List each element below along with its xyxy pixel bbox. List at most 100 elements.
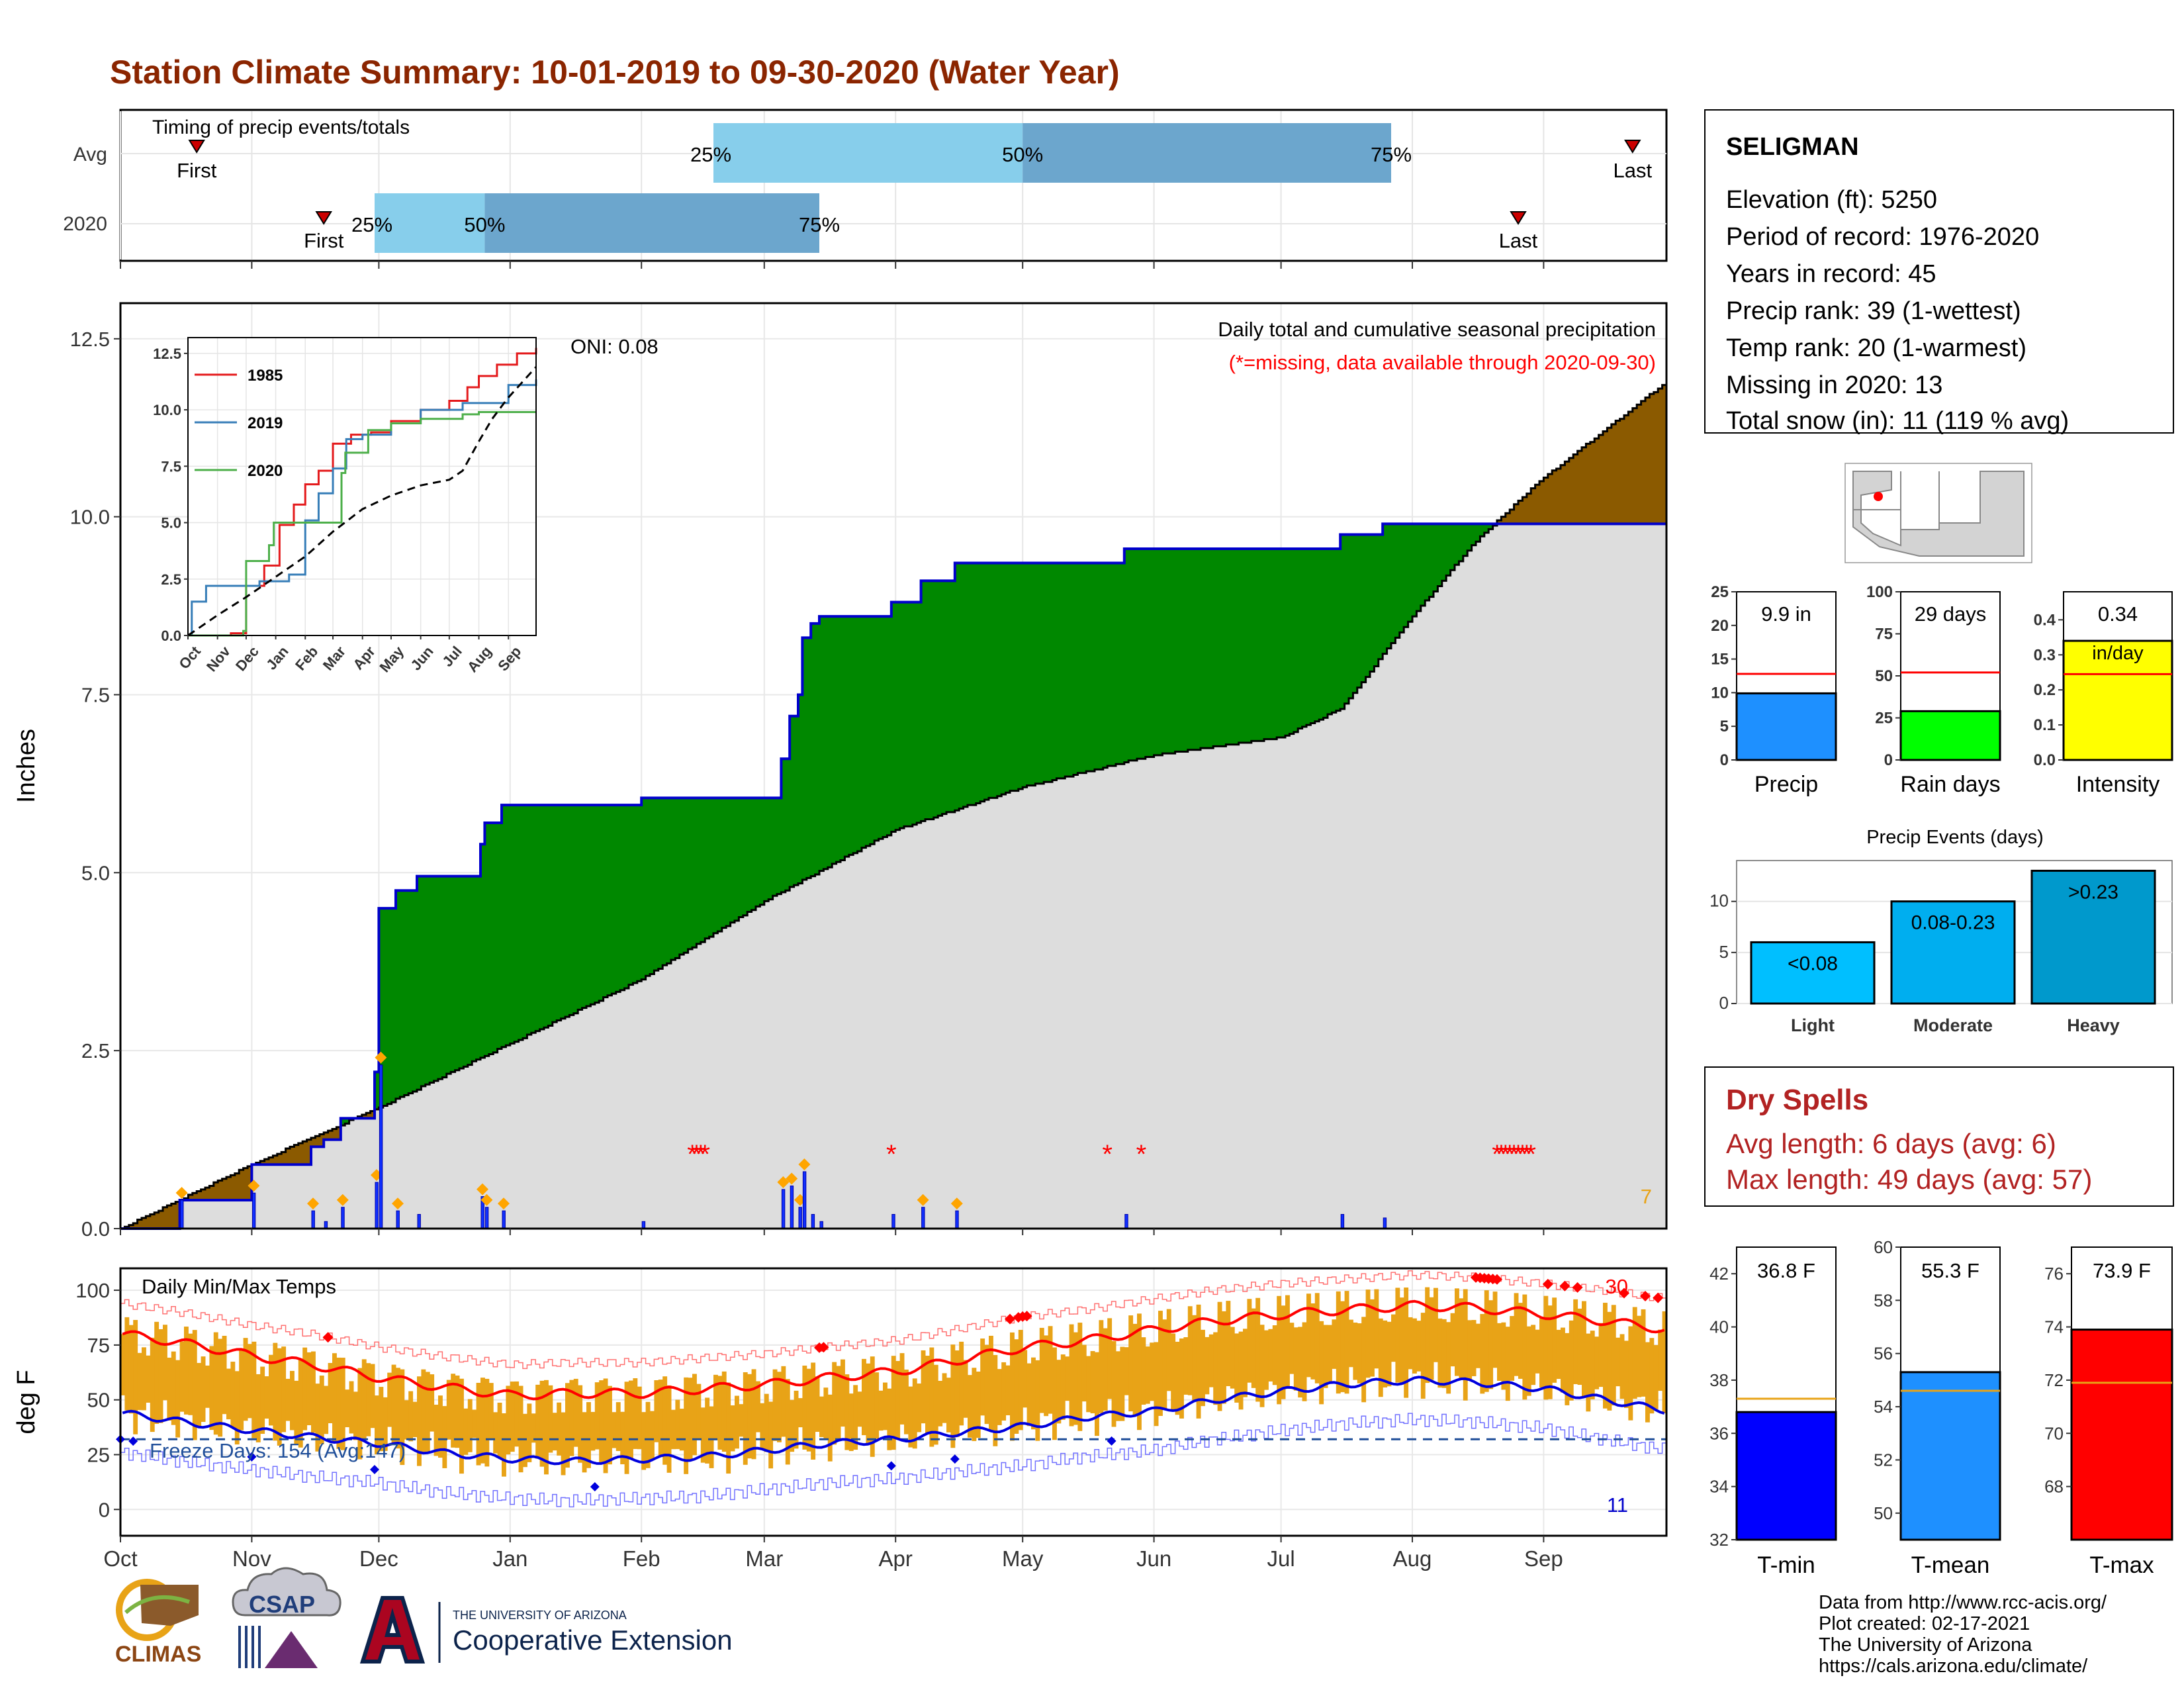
csap-logo: CSAP: [232, 1567, 341, 1668]
daily-temp-bar: [848, 1393, 854, 1452]
daily-temp-bar: [255, 1374, 261, 1442]
daily-temp-bar: [340, 1358, 345, 1450]
daily-temp-bar: [472, 1409, 477, 1438]
daily-temp-bar: [815, 1376, 820, 1432]
daily-temp-bar: [561, 1412, 566, 1476]
csap-logo-text: CSAP: [249, 1591, 315, 1618]
summary-ytick-label: 0.4: [2034, 611, 2056, 629]
summary-bar-label: Precip: [1754, 772, 1818, 797]
temp-summary-ytick-label: 38: [1709, 1370, 1729, 1390]
inset-series-1985: [188, 348, 537, 637]
timing-first-label: First: [304, 229, 344, 252]
record-high-marker: [818, 1342, 829, 1353]
temp-series: [116, 1270, 1667, 1508]
oni-label: ONI: 0.08: [570, 335, 659, 358]
daily-temp-bar: [933, 1364, 938, 1445]
precip-chart: **** * * * ********* 0.0 2.5 5.0 7.5 10.0 12.5 Da…: [13, 302, 1668, 1241]
daily-temp-bar: [226, 1368, 231, 1420]
record-low-marker: [950, 1454, 960, 1464]
timing-row-avg-label: Avg: [73, 144, 107, 165]
daily-temp-bar: [1471, 1320, 1477, 1376]
daily-temp-bar: [912, 1378, 917, 1449]
average-cumulative-line: [120, 384, 1666, 1230]
summary-ytick-label: 100: [1866, 583, 1893, 601]
daily-temp-bar: [1086, 1356, 1091, 1413]
dry-spells-avg: Avg length: 6 days (avg: 6): [1726, 1128, 2056, 1159]
daily-temp-bar: [1340, 1301, 1345, 1393]
temp-xtick-label: Jun: [1136, 1546, 1171, 1571]
daily-temp-bar: [1107, 1318, 1113, 1399]
temp-xtick-label: Dec: [359, 1546, 398, 1571]
daily-temp-bar: [942, 1373, 947, 1423]
daily-temp-bar: [662, 1376, 668, 1465]
daily-temp-bar: [1607, 1311, 1612, 1411]
record-high-marker: [1021, 1311, 1032, 1322]
daily-temp-bar: [895, 1360, 901, 1439]
summary-ytick-label: 20: [1711, 617, 1729, 635]
temp-chart-frame: [119, 1267, 1668, 1537]
summary-bar-label: Intensity: [2076, 772, 2160, 797]
daily-temp-bar: [197, 1362, 202, 1428]
heavy-event-marker: [307, 1197, 319, 1210]
daily-temp-bar: [696, 1383, 702, 1439]
daily-temp-bar: [1590, 1331, 1595, 1399]
daily-temp-bar: [726, 1382, 731, 1474]
daily-temp-bar: [251, 1341, 257, 1438]
ua-logo: THE UNIVERSITY OF ARIZONA Cooperative Ex…: [359, 1596, 733, 1664]
daily-temp-bar: [425, 1372, 430, 1453]
temp-summary-ytick-label: 70: [2044, 1423, 2064, 1443]
daily-temp-bar: [1154, 1342, 1159, 1427]
daily-precip-bar: [955, 1210, 959, 1229]
summary-ytick-label: 0.0: [2034, 751, 2056, 769]
summary-value-label: 9.9 in: [1761, 602, 1811, 626]
daily-temp-bar: [857, 1391, 862, 1427]
record-low-marker: [1107, 1436, 1116, 1446]
daily-temp-bar: [1611, 1305, 1616, 1406]
daily-temp-bar: [1446, 1322, 1451, 1394]
daily-temp-bar: [1370, 1299, 1375, 1377]
daily-temp-bar: [768, 1401, 774, 1469]
daily-temp-bar: [811, 1362, 816, 1460]
daily-temp-bar: [823, 1387, 829, 1439]
daily-temp-bar: [1044, 1335, 1049, 1417]
daily-temp-bar: [535, 1384, 541, 1459]
daily-temp-bar: [1069, 1324, 1074, 1427]
daily-temp-bar: [1624, 1340, 1629, 1408]
summary-ytick-label: 0: [1884, 751, 1893, 769]
daily-temp-bar: [1565, 1333, 1570, 1405]
station-name: SELIGMAN: [1726, 133, 1859, 161]
daily-temp-bar: [400, 1369, 405, 1466]
daily-temp-bar: [1425, 1287, 1430, 1383]
daily-temp-bar: [366, 1363, 371, 1436]
daily-temp-bar: [739, 1404, 744, 1437]
temp-summary-ytick-label: 60: [1874, 1237, 1893, 1257]
precip-ylabel: Inches: [13, 729, 40, 803]
daily-temp-bar: [692, 1374, 697, 1456]
heavy-event-marker: [950, 1197, 963, 1210]
precip-ytick-label: 10.0: [70, 506, 110, 529]
daily-precip-bar: [417, 1213, 421, 1229]
daily-temp-bar: [633, 1378, 638, 1449]
climas-logo-mark: [140, 1585, 199, 1626]
daily-temp-bar: [1319, 1321, 1324, 1405]
missing-marker: *: [1509, 1140, 1520, 1169]
daily-temp-bar: [1137, 1313, 1142, 1430]
record-high-marker: [1559, 1280, 1570, 1291]
heavy-event-marker: [175, 1186, 188, 1199]
daily-temp-bar: [586, 1402, 591, 1468]
daily-precip-bar: [1340, 1213, 1345, 1229]
cold-days-count: 11: [1607, 1493, 1628, 1517]
daily-temp-bar: [841, 1359, 845, 1427]
daily-temp-bar: [1615, 1337, 1621, 1387]
precip-chart-frame: [119, 302, 1668, 1230]
events-value-label: 0.08-0.23: [1911, 912, 1995, 934]
daily-temp-bar: [404, 1400, 409, 1440]
temp-summary-ytick-label: 74: [2044, 1317, 2064, 1337]
daily-temp-bar: [488, 1383, 494, 1440]
record-low-line: [120, 1413, 1666, 1508]
record-high-line: [120, 1270, 1666, 1370]
daily-temp-bar: [565, 1383, 570, 1468]
daily-temp-bar: [1255, 1297, 1261, 1402]
daily-temp-bar: [777, 1372, 782, 1442]
